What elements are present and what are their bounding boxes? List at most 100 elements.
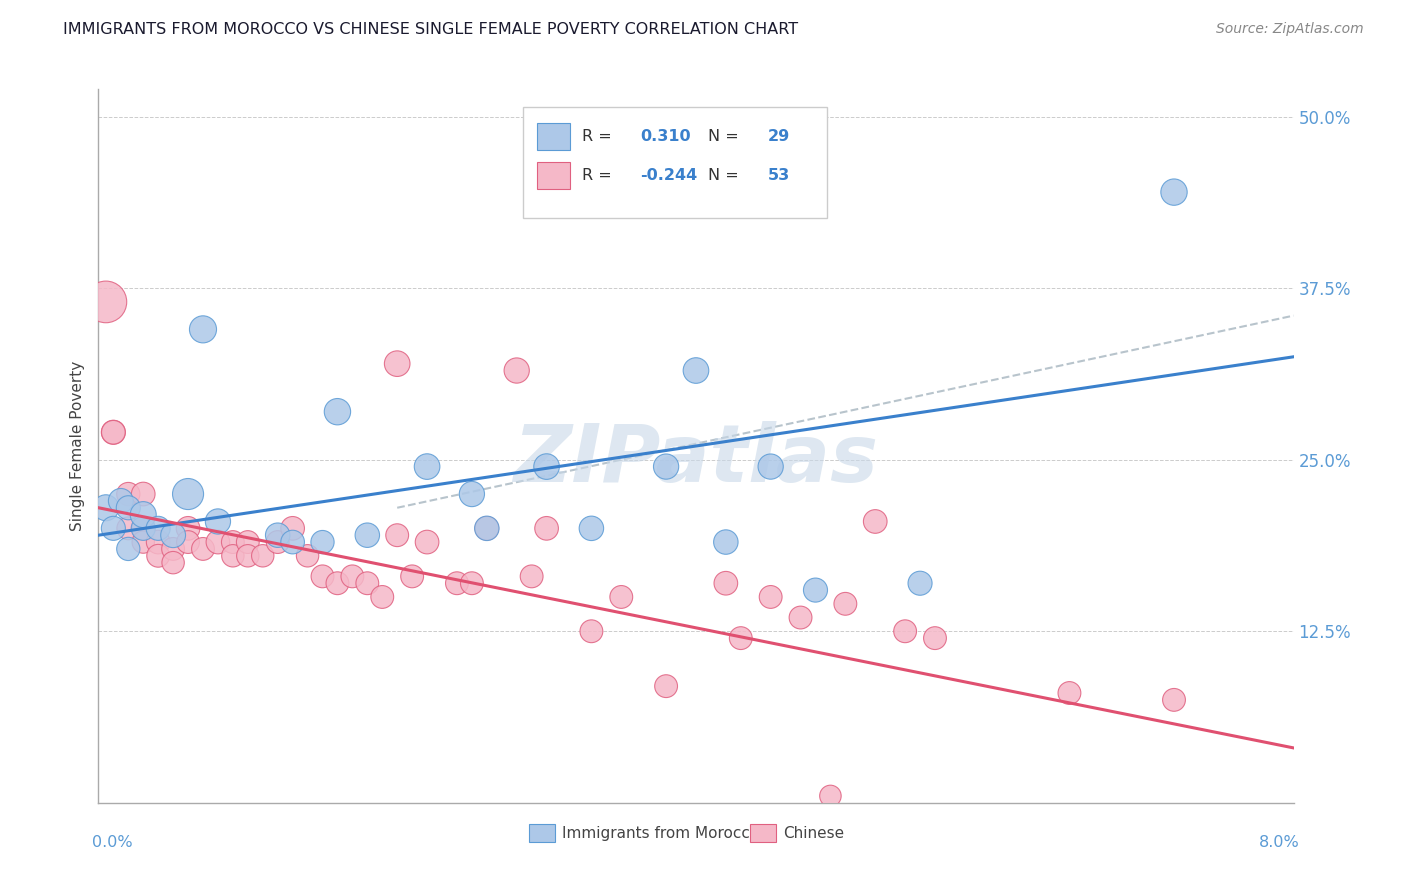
Point [536,521,558,535]
Point [401,569,423,583]
Point [581,521,603,535]
Point [132,508,155,522]
Point [117,541,139,556]
Point [759,590,782,604]
Point [103,521,125,535]
Point [446,576,468,591]
Point [924,631,946,645]
Point [207,515,229,529]
Point [1163,693,1185,707]
Point [475,521,498,535]
Point [536,459,558,474]
Point [385,357,409,371]
Point [326,405,349,419]
Point [520,569,543,583]
Text: 53: 53 [768,168,790,183]
Text: R =: R = [582,168,617,183]
Point [222,549,245,563]
Point [356,576,378,591]
Point [148,549,170,563]
Point [222,535,245,549]
Point [162,556,184,570]
FancyBboxPatch shape [749,824,776,842]
Text: R =: R = [582,128,617,144]
Point [342,569,364,583]
Point [581,624,603,639]
Point [655,459,678,474]
Point [148,535,170,549]
Point [610,590,633,604]
Point [1059,686,1081,700]
Text: IMMIGRANTS FROM MOROCCO VS CHINESE SINGLE FEMALE POVERTY CORRELATION CHART: IMMIGRANTS FROM MOROCCO VS CHINESE SINGL… [63,22,799,37]
Point [804,583,827,598]
Point [789,610,811,624]
Point [117,500,139,515]
FancyBboxPatch shape [529,824,555,842]
Point [110,494,132,508]
Text: Immigrants from Morocco: Immigrants from Morocco [562,826,759,841]
Point [177,521,200,535]
Point [117,521,139,535]
Point [267,528,290,542]
Point [94,500,117,515]
Point [834,597,856,611]
Point [162,528,184,542]
Point [908,576,931,591]
Text: -0.244: -0.244 [640,168,697,183]
Point [1163,185,1185,199]
Point [117,487,139,501]
Point [461,576,484,591]
Point [416,535,439,549]
Point [191,322,214,336]
Point [177,535,200,549]
Point [730,631,752,645]
Point [132,535,155,549]
Point [311,535,333,549]
Point [416,459,439,474]
Text: 0.310: 0.310 [640,128,690,144]
Point [297,549,319,563]
Point [356,528,378,542]
Text: N =: N = [709,128,744,144]
Point [252,549,274,563]
Text: ZIPatlas: ZIPatlas [513,421,879,500]
Point [94,294,117,309]
Point [506,363,529,377]
Point [103,425,125,440]
Point [236,535,259,549]
Point [281,535,304,549]
Point [162,541,184,556]
Point [865,515,887,529]
Text: 0.0%: 0.0% [93,835,134,850]
Point [236,549,259,563]
Point [207,535,229,549]
Point [177,487,200,501]
Point [267,535,290,549]
Point [475,521,498,535]
Point [759,459,782,474]
Point [655,679,678,693]
Point [685,363,707,377]
Text: 8.0%: 8.0% [1258,835,1299,850]
Point [326,576,349,591]
Point [311,569,333,583]
Point [132,487,155,501]
Text: 29: 29 [768,128,790,144]
Point [132,521,155,535]
Point [132,521,155,535]
Point [385,528,409,542]
Point [461,487,484,501]
Point [281,521,304,535]
Point [191,541,214,556]
Point [148,521,170,535]
Point [714,535,737,549]
Point [894,624,917,639]
Text: N =: N = [709,168,744,183]
Text: Source: ZipAtlas.com: Source: ZipAtlas.com [1216,22,1364,37]
Point [714,576,737,591]
FancyBboxPatch shape [523,107,827,218]
Point [103,425,125,440]
FancyBboxPatch shape [537,162,571,189]
FancyBboxPatch shape [537,123,571,150]
Y-axis label: Single Female Poverty: Single Female Poverty [70,361,86,531]
